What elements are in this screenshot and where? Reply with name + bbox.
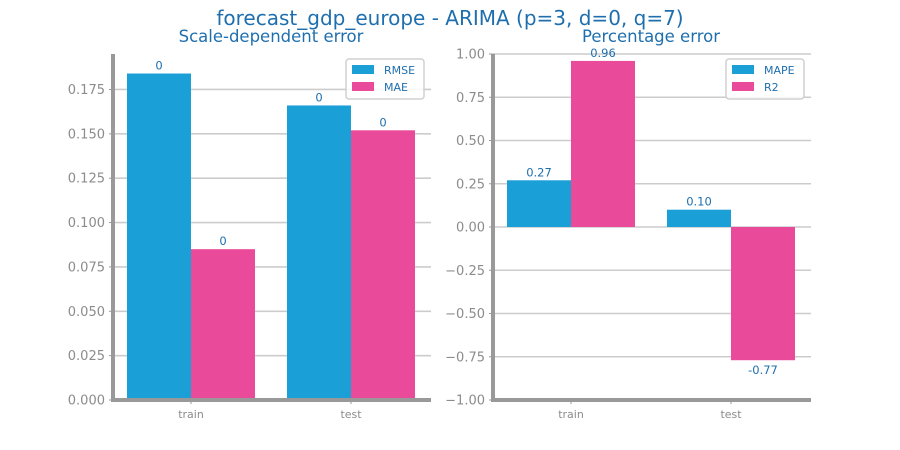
scale-bar-label: 0 xyxy=(379,115,386,129)
pct-legend-label: MAPE xyxy=(764,64,795,77)
pct-bar-label: 0.10 xyxy=(686,195,712,209)
pct-ytick-label: −0.50 xyxy=(445,307,485,322)
pct-legend-swatch-mape xyxy=(732,65,754,74)
pct-legend-label: R2 xyxy=(764,81,779,94)
scale-xtick-label: test xyxy=(340,408,362,421)
pct-ytick-label: 1.00 xyxy=(456,48,485,63)
scale-legend-swatch-rmse xyxy=(352,65,374,74)
pct-ytick-label: 0.25 xyxy=(456,177,485,192)
scale-xtick-label: train xyxy=(178,408,204,421)
pct-ytick-label: −1.00 xyxy=(445,394,485,409)
scale-ytick-label: 0.175 xyxy=(68,83,105,98)
pct-bar-r2-test xyxy=(731,227,795,361)
pct-ytick-label: −0.75 xyxy=(445,350,485,365)
pct-legend-swatch-r2 xyxy=(732,82,754,91)
scale-bar-label: 0 xyxy=(155,59,162,73)
scale-ytick-label: 0.000 xyxy=(68,394,105,409)
pct-bar-mape-train xyxy=(507,180,571,227)
scale-bar-rmse-train xyxy=(127,73,191,401)
scale-error-title: Scale-dependent error xyxy=(179,27,364,46)
pct-xtick-label: test xyxy=(720,408,742,421)
scale-bar-mae-test xyxy=(351,130,415,401)
scale-bar-label: 0 xyxy=(315,90,322,104)
pct-bar-r2-train xyxy=(571,60,635,227)
scale-bar-mae-train xyxy=(191,249,255,400)
scale-ytick-label: 0.075 xyxy=(68,260,105,275)
pct-bar-label: 0.96 xyxy=(590,46,616,60)
percentage-error-title: Percentage error xyxy=(582,27,720,46)
scale-legend-label: RMSE xyxy=(384,64,415,77)
scale-ytick-label: 0.025 xyxy=(68,349,105,364)
scale-ytick-label: 0.100 xyxy=(68,216,105,231)
pct-bar-label: -0.77 xyxy=(748,363,778,377)
pct-ytick-label: 0.75 xyxy=(456,91,485,106)
pct-bar-label: 0.27 xyxy=(526,165,552,179)
scale-ytick-label: 0.125 xyxy=(68,172,105,187)
figure-title: forecast_gdp_europe - ARIMA (p=3, d=0, q… xyxy=(216,6,683,30)
pct-ytick-label: 0.00 xyxy=(456,221,485,236)
scale-error-chart: Scale-dependent error 0.000 0.025 0.050 0.0… xyxy=(68,27,431,421)
scale-bar-rmse-test xyxy=(287,105,351,400)
scale-ytick-label: 0.150 xyxy=(68,127,105,142)
pct-xtick-label: train xyxy=(558,408,584,421)
pct-bar-mape-test xyxy=(667,209,731,227)
pct-ytick-label: 0.50 xyxy=(456,134,485,149)
scale-bar-label: 0 xyxy=(219,234,226,248)
pct-ytick-label: −0.25 xyxy=(445,264,485,279)
scale-ytick-label: 0.050 xyxy=(68,305,105,320)
percentage-error-chart: Percentage error 1.00 0.75 0.50 0.25 0.00 −0.… xyxy=(445,27,811,421)
scale-legend-label: MAE xyxy=(384,81,408,94)
scale-legend-swatch-mae xyxy=(352,82,374,91)
